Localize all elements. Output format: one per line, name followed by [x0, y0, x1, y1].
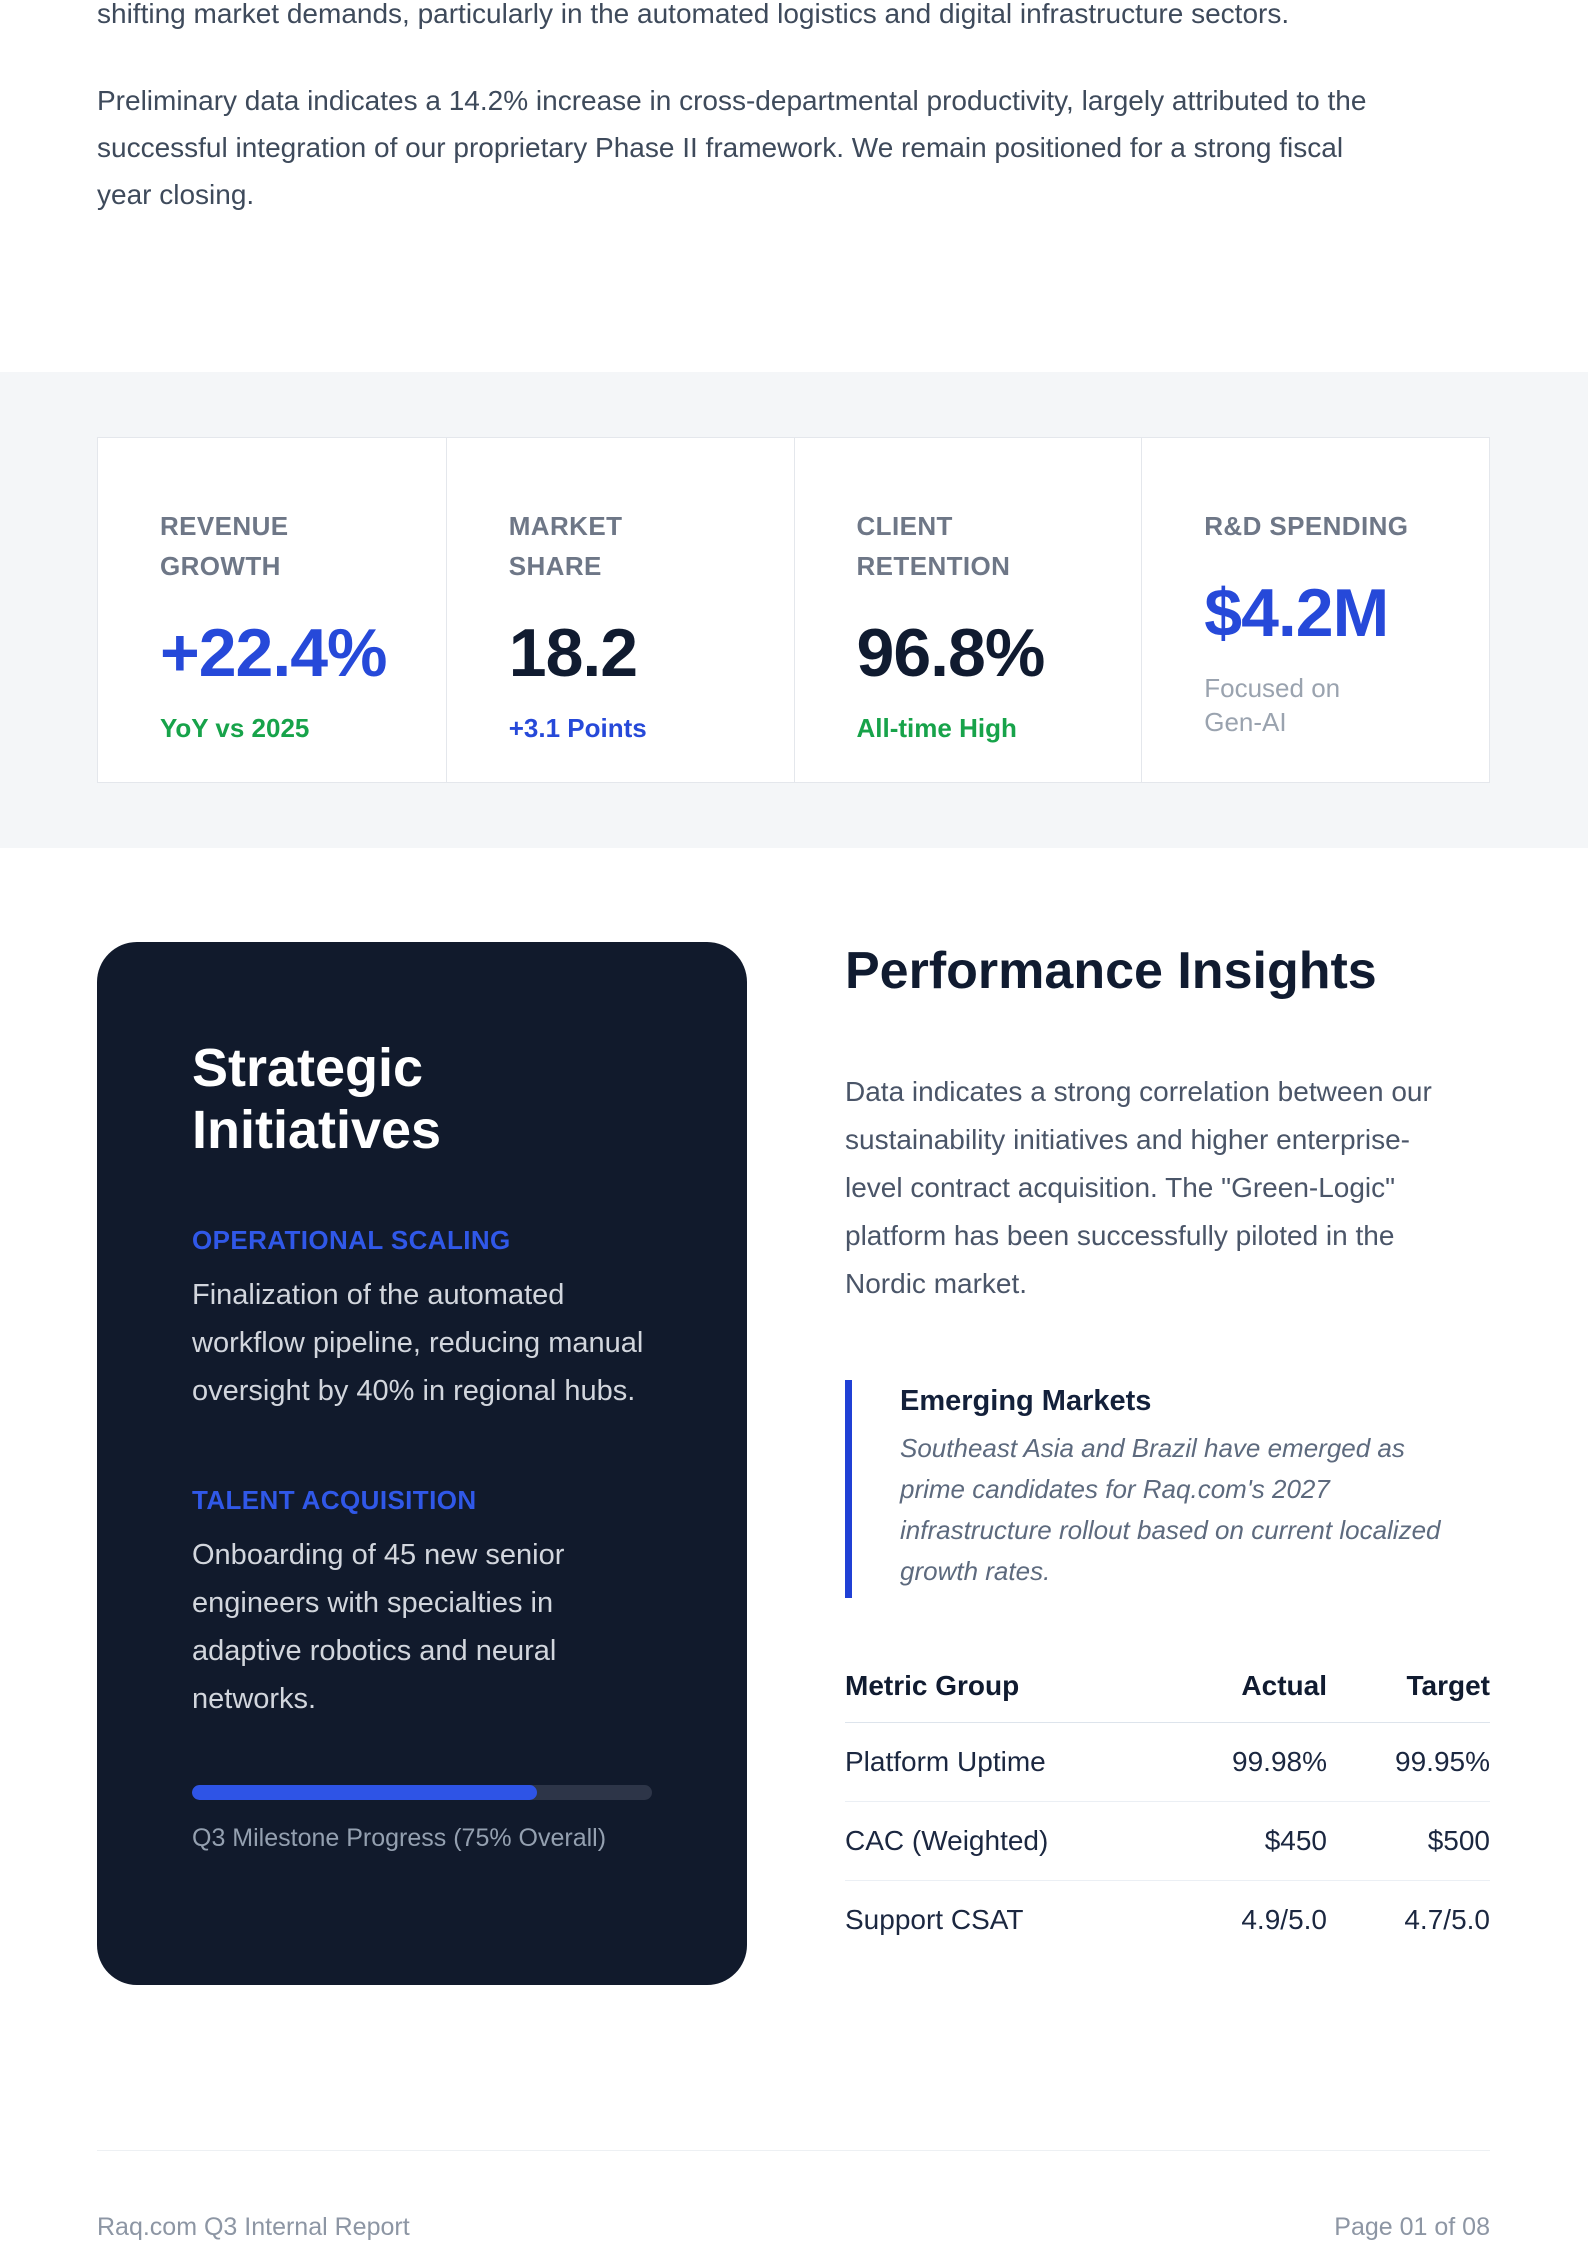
table-header-metric-group: Metric Group [845, 1669, 1164, 1723]
stat-label: MARKET SHARE [508, 511, 623, 581]
stat-value: +22.4% [160, 615, 388, 691]
metric-actual: $450 [1164, 1801, 1327, 1881]
stat-label: R&D SPENDING [1204, 511, 1409, 541]
table-header-target: Target [1327, 1669, 1490, 1723]
stat-value: 96.8% [856, 615, 1046, 691]
metric-actual: 99.98% [1164, 1722, 1327, 1802]
callout-title: Emerging Markets [900, 1384, 1152, 1417]
initiative-text: Finalization of the automated workflow p… [192, 1279, 644, 1408]
table-row: CAC (Weighted) $450 $500 [845, 1801, 1490, 1881]
page-footer: Raq.com Q3 Internal Report Page 01 of 08 [97, 2150, 1490, 2242]
progress-fill [192, 1785, 537, 1800]
progress-label: Q3 Milestone Progress (75% Overall) [192, 1824, 607, 1852]
footer-page-number: Page 01 of 08 [1334, 2213, 1490, 2241]
intro-paragraph-1: shifting market demands, particularly in… [97, 0, 1290, 29]
stat-label: CLIENT RETENTION [856, 511, 1011, 581]
kpi-card-market-share: MARKET SHARE 18.2 +3.1 Points [445, 438, 794, 782]
intro-paragraph-2: Preliminary data indicates a 14.2% incre… [97, 85, 1367, 210]
kpi-card-client-retention: CLIENT RETENTION 96.8% All-time High [793, 438, 1142, 782]
emerging-markets-callout: Emerging Markets Southeast Asia and Braz… [845, 1379, 1490, 1598]
progress-track [192, 1785, 652, 1800]
initiative-text: Onboarding of 45 new senior engineers wi… [192, 1539, 565, 1716]
stat-value: 18.2 [508, 615, 638, 691]
metric-target: $500 [1327, 1801, 1490, 1881]
q3-progress: Q3 Milestone Progress (75% Overall) [192, 1785, 652, 1855]
stat-sub: Focused on Gen-AI [1204, 673, 1341, 737]
stat-sub: +3.1 Points [508, 713, 647, 743]
insights-paragraph: Data indicates a strong correlation betw… [845, 1075, 1432, 1299]
table-row: Support CSAT 4.9/5.0 4.7/5.0 [845, 1880, 1490, 1959]
metric-target: 4.7/5.0 [1404, 1903, 1490, 1935]
metric-name: Support CSAT [845, 1903, 1024, 1935]
callout-text: Southeast Asia and Brazil have emerged a… [900, 1432, 1441, 1586]
initiative-label: OPERATIONAL SCALING [192, 1225, 511, 1256]
metrics-table: Metric Group Actual Target Platform Upti… [845, 1669, 1490, 1959]
kpi-band: REVENUE GROWTH +22.4% YoY vs 2025 MARKET… [0, 372, 1588, 848]
strategic-initiatives-card: Strategic Initiatives OPERATIONAL SCALIN… [97, 942, 747, 1985]
performance-insights-section: Performance Insights Data indicates a st… [845, 942, 1490, 1985]
footer-report-name: Raq.com Q3 Internal Report [97, 2213, 410, 2241]
kpi-card-rd-spending: R&D SPENDING $4.2M Focused on Gen-AI [1141, 438, 1489, 782]
kpi-grid: REVENUE GROWTH +22.4% YoY vs 2025 MARKET… [97, 437, 1490, 783]
insights-title: Performance Insights [845, 942, 1377, 1000]
table-header-row: Metric Group Actual Target [845, 1669, 1490, 1723]
stat-label: REVENUE GROWTH [160, 511, 289, 581]
stat-value: $4.2M [1204, 575, 1389, 651]
initiative-label: TALENT ACQUISITION [192, 1485, 477, 1516]
table-row: Platform Uptime 99.98% 99.95% [845, 1722, 1490, 1802]
stat-sub: All-time High [856, 713, 1017, 743]
metric-target: 99.95% [1327, 1722, 1490, 1802]
table-header-actual: Actual [1164, 1669, 1327, 1723]
initiative-talent-acquisition: TALENT ACQUISITION Onboarding of 45 new … [192, 1483, 652, 1723]
intro-section: shifting market demands, particularly in… [97, 0, 1397, 218]
card-title: Strategic Initiatives [192, 1038, 442, 1161]
metric-name: Platform Uptime [845, 1722, 1164, 1802]
metric-actual: 4.9/5.0 [1241, 1903, 1327, 1935]
kpi-card-revenue-growth: REVENUE GROWTH +22.4% YoY vs 2025 [98, 438, 446, 782]
initiative-operational-scaling: OPERATIONAL SCALING Finalization of the … [192, 1223, 652, 1415]
main-columns: Strategic Initiatives OPERATIONAL SCALIN… [97, 942, 1490, 1985]
metric-name: CAC (Weighted) [845, 1801, 1164, 1881]
stat-sub: YoY vs 2025 [160, 713, 310, 743]
